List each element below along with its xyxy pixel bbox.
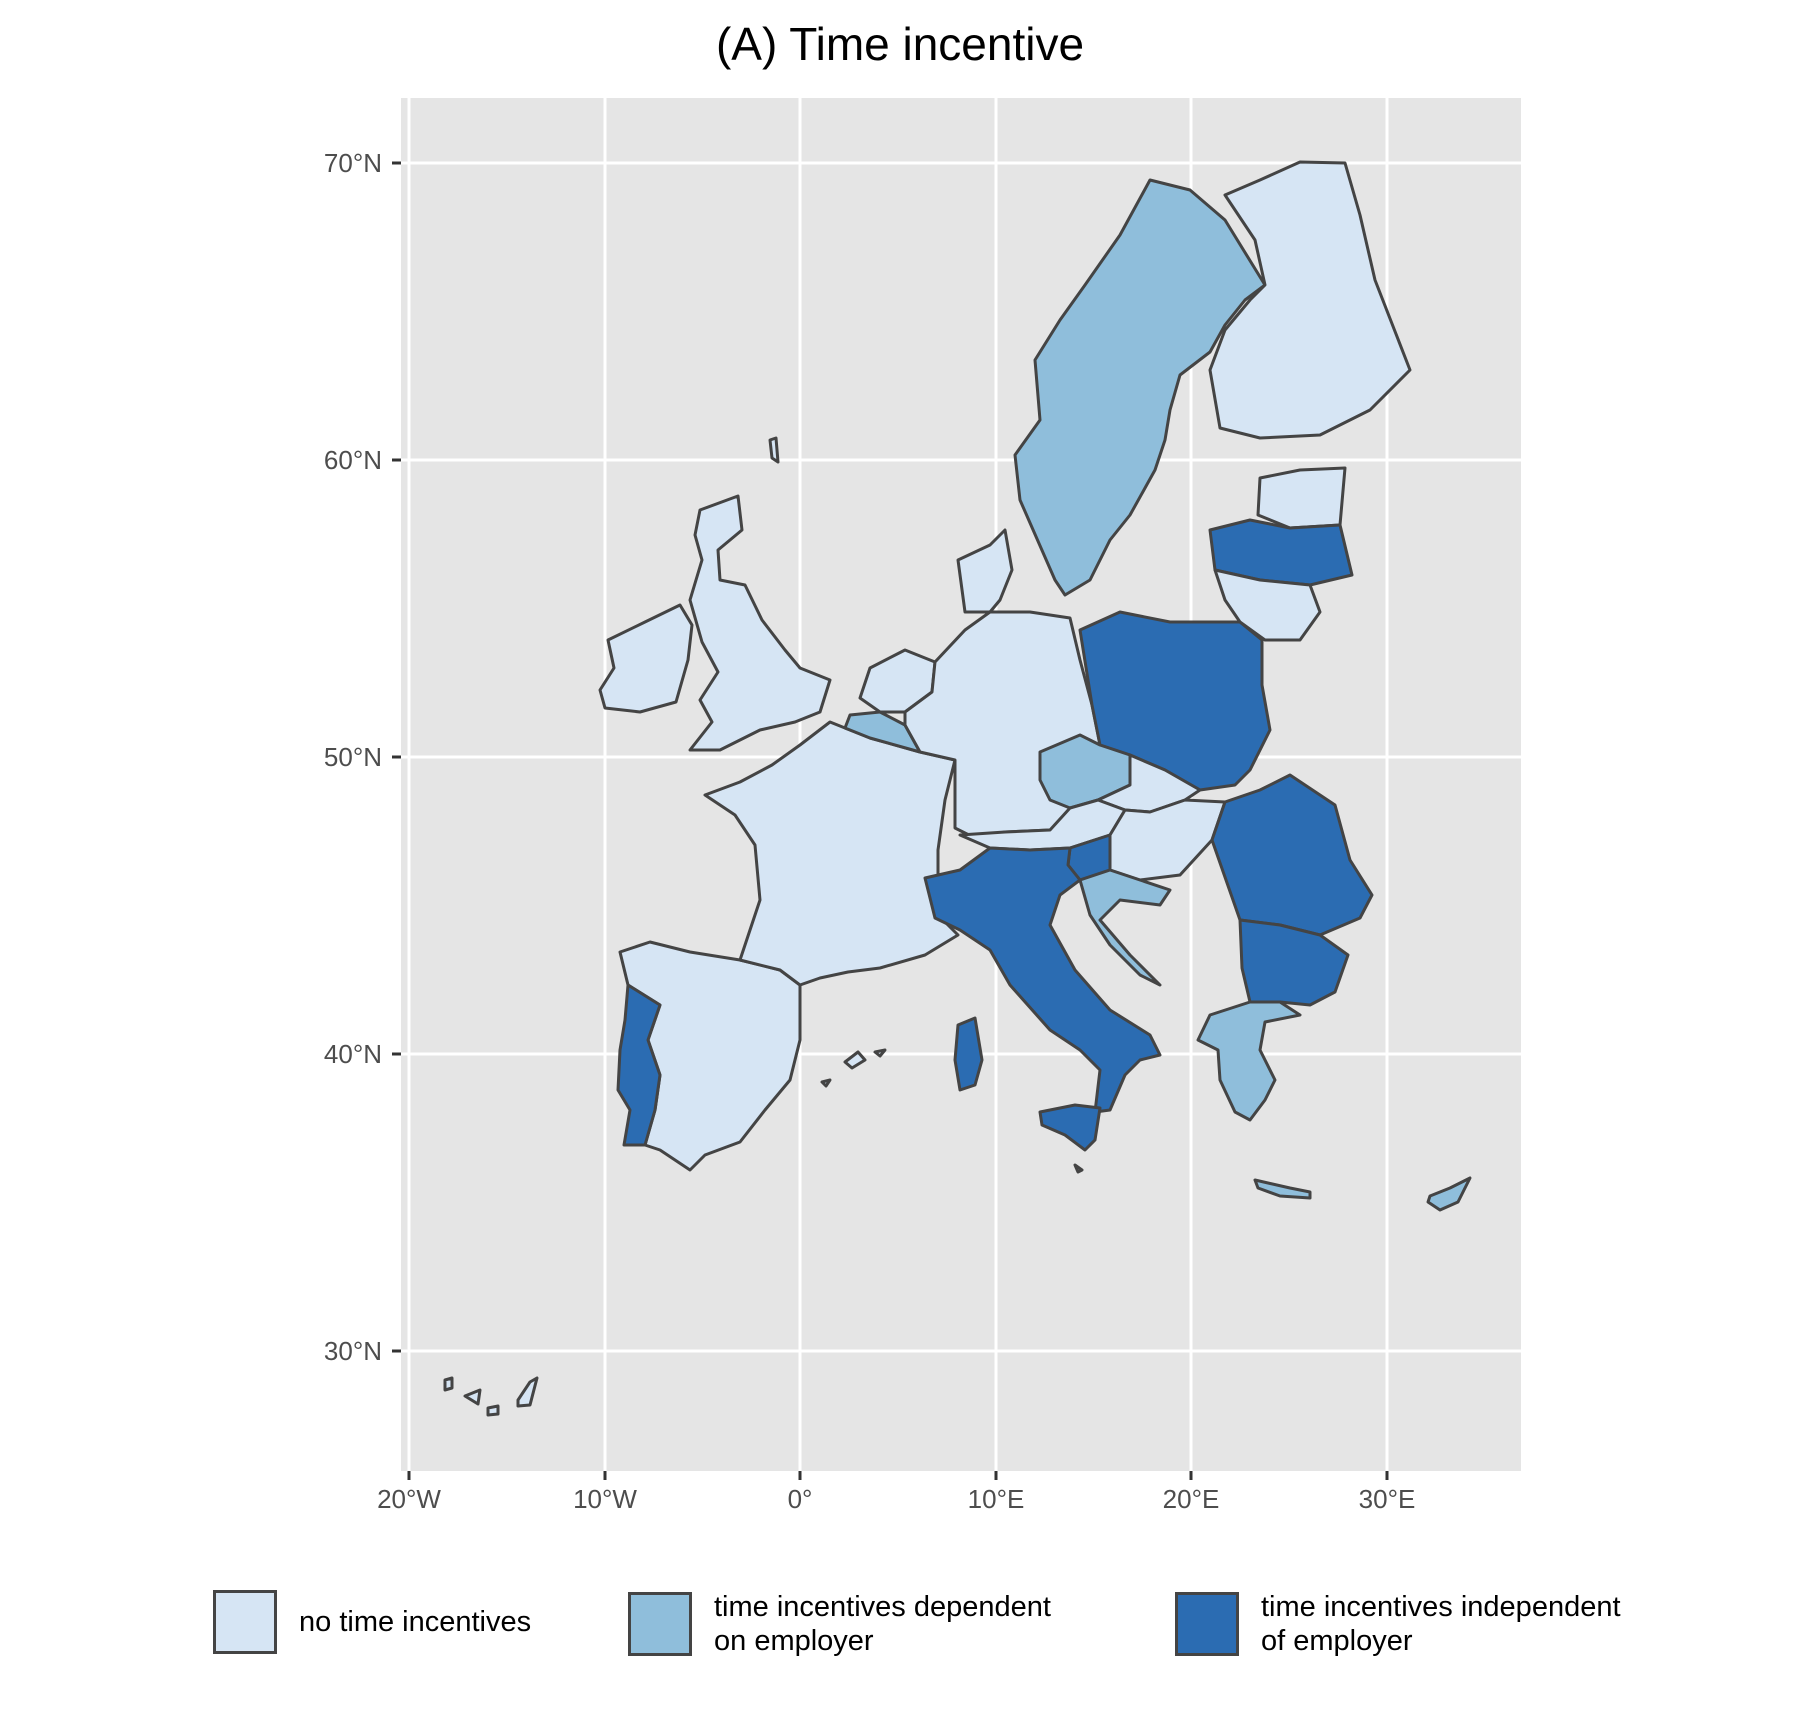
region-ireland [598,603,694,714]
y-tick-label-50n: 50°N [324,742,382,772]
region-shetland [768,436,780,464]
region-canary-islands [443,1376,539,1417]
region-romania [1210,773,1374,937]
y-tick-label-30n: 30°N [324,1336,382,1366]
legend-swatch-independent-of-employer [1175,1592,1239,1656]
regions [443,160,1472,1417]
region-sicily [1038,1103,1102,1152]
region-sardinia [953,1016,984,1092]
region-france [703,720,960,987]
region-finland [1208,160,1412,440]
legend-label-dependent-on-employer: time incentives dependent on employer [714,1591,1051,1657]
legend-item-no-time-incentives: no time incentives [213,1590,531,1654]
x-tick-label-10w: 10°W [573,1484,637,1514]
region-united-kingdom [688,494,832,752]
region-bulgaria [1238,918,1350,1007]
x-tick-label-20w: 20°W [377,1484,441,1514]
x-tick-label-30e: 30°E [1359,1484,1416,1514]
y-axis: 70°N 60°N 50°N 40°N 30°N [324,148,401,1366]
x-tick-label-10e: 10°E [968,1484,1025,1514]
region-malta [1073,1163,1084,1174]
region-sweden [1013,178,1267,597]
region-lithuania [1213,568,1322,642]
y-tick-label-60n: 60°N [324,445,382,475]
region-portugal [616,983,662,1147]
region-balearic-islands [820,1048,887,1088]
region-croatia [1078,868,1172,987]
y-tick-label-40n: 40°N [324,1039,382,1069]
x-tick-label-20e: 20°E [1163,1484,1220,1514]
region-cyprus [1426,1176,1472,1212]
x-tick-label-0: 0° [788,1484,813,1514]
legend-label-no-time-incentives: no time incentives [299,1606,532,1638]
x-axis: 20°W 10°W 0° 10°E 20°E 30°E [377,1471,1415,1514]
region-greece [1196,1000,1302,1122]
legend-swatch-dependent-on-employer [628,1592,692,1656]
map-title: (A) Time incentive [715,18,1085,70]
legend-item-independent-of-employer: time incentives independent of employer [1175,1590,1621,1658]
region-crete [1253,1178,1312,1200]
region-estonia [1256,466,1347,530]
y-tick-label-70n: 70°N [324,148,382,178]
region-denmark [956,528,1014,614]
legend-swatch-no-time-incentives [213,1590,277,1654]
legend-item-dependent-on-employer: time incentives dependent on employer [628,1590,1051,1658]
map-plot: 70°N 60°N 50°N 40°N 30°N 20°W 10°W 0° 10… [324,98,1521,1514]
legend-label-independent-of-employer: time incentives independent of employer [1261,1591,1621,1657]
region-italy [923,846,1162,1114]
